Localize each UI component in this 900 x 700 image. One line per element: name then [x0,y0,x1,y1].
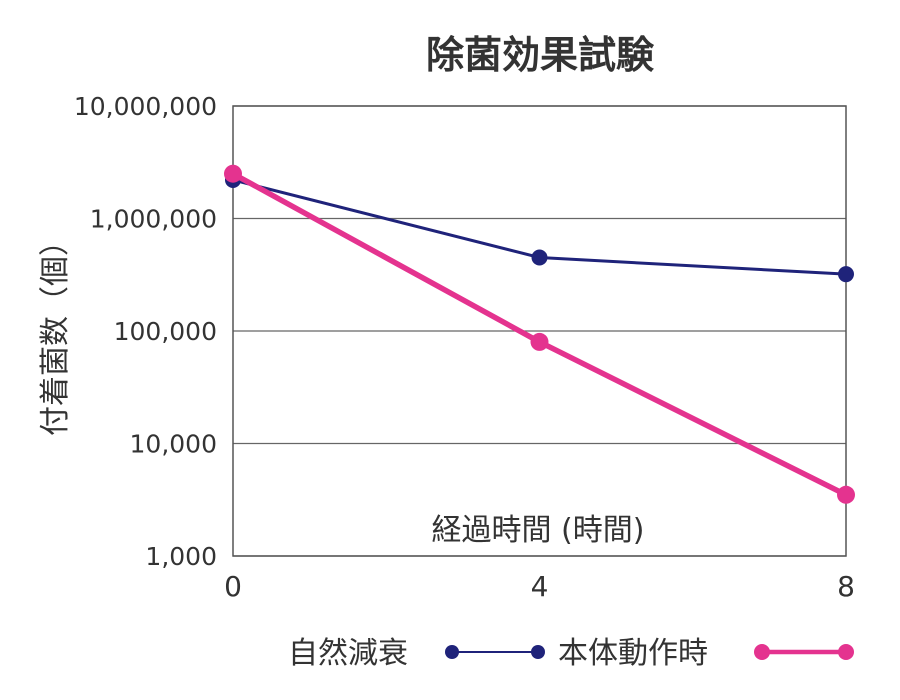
y-tick-label: 1,000 [145,542,217,571]
data-point [838,266,854,283]
data-point [531,249,548,266]
data-point [224,164,242,183]
y-tick-label: 10,000,000 [74,92,217,121]
x-tick-labels: 0 4 8 [224,570,855,603]
data-series [224,164,855,504]
data-point [530,332,549,351]
legend-marker-swatch [754,644,770,660]
x-axis-label: 経過時間 (時間) [432,513,645,548]
legend-marker-swatch [531,645,545,659]
y-tick-label: 1,000,000 [90,205,217,234]
grid-lines [233,105,846,557]
plot-area-frame [232,105,847,557]
legend-label: 本体動作時 [558,636,708,671]
y-tick-label: 100,000 [114,317,217,346]
series-1 [225,171,854,283]
x-tick-label: 0 [224,570,242,603]
legend-label: 自然減衰 [288,636,408,671]
chart-title: 除菌効果試験 [426,33,655,77]
series-2 [224,164,855,504]
y-axis-label: 付着菌数（個） [38,226,73,436]
legend-item: 本体動作時 [558,636,854,671]
legend-marker-swatch [445,645,459,659]
x-tick-label: 8 [837,570,855,603]
data-point [837,485,855,504]
legend-item: 自然減衰 [288,636,545,671]
legend: 自然減衰 本体動作時 [288,636,854,671]
x-tick-label: 4 [531,570,549,603]
y-tick-label: 10,000 [130,430,217,459]
y-tick-labels: 1,000 10,000 100,000 1,000,000 10,000,000 [74,92,217,571]
legend-marker-swatch [838,644,854,660]
